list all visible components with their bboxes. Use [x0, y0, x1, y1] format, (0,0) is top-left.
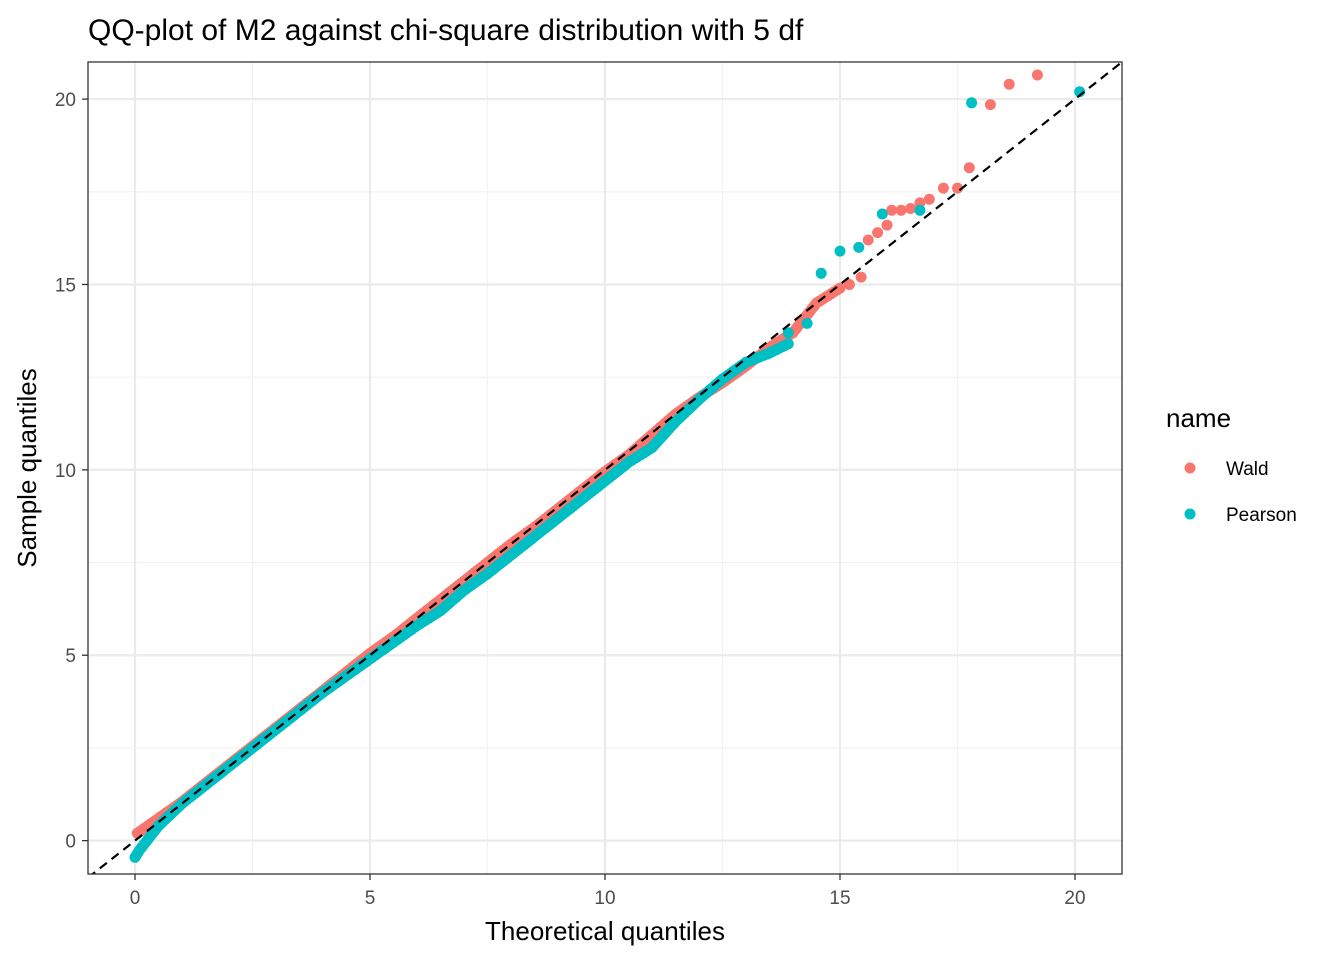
x-tick-label: 0 — [130, 888, 141, 909]
point-pearson — [876, 208, 888, 220]
point-pearson — [834, 245, 846, 257]
point-wald — [855, 271, 867, 283]
y-tick-label: 10 — [55, 461, 76, 482]
x-axis: 0 5 10 15 20 — [130, 874, 1086, 909]
point-wald — [984, 99, 996, 111]
point-wald — [923, 193, 935, 205]
legend-title: name — [1166, 403, 1231, 433]
point-wald — [1031, 69, 1043, 81]
point-wald — [872, 227, 884, 239]
point-wald — [862, 234, 874, 246]
point-wald — [905, 203, 916, 214]
point-wald — [886, 204, 898, 216]
point-pearson — [782, 338, 794, 350]
point-wald — [895, 204, 907, 216]
point-wald — [963, 162, 975, 174]
y-tick-label: 0 — [65, 832, 76, 853]
point-pearson — [801, 317, 813, 329]
y-tick-label: 20 — [55, 90, 76, 111]
point-wald — [881, 219, 893, 231]
y-axis-title: Sample quantiles — [12, 368, 42, 567]
point-pearson — [966, 97, 978, 109]
y-tick-label: 15 — [55, 275, 76, 296]
legend-key-pearson — [1184, 508, 1196, 520]
x-tick-label: 10 — [594, 888, 615, 909]
point-wald — [834, 282, 846, 294]
legend-key-wald — [1184, 462, 1196, 474]
chart-title: QQ-plot of M2 against chi-square distrib… — [88, 14, 804, 47]
legend: name Wald Pearson — [1166, 403, 1297, 526]
y-tick-label: 5 — [65, 646, 76, 667]
reference-line — [90, 62, 1122, 874]
point-pearson — [815, 267, 827, 279]
y-axis: 0 5 10 15 20 — [55, 90, 88, 853]
x-tick-label: 20 — [1064, 888, 1085, 909]
x-tick-label: 15 — [829, 888, 850, 909]
point-wald — [843, 279, 855, 290]
legend-label-pearson: Pearson — [1226, 505, 1297, 526]
legend-label-wald: Wald — [1226, 459, 1269, 480]
point-wald — [1003, 78, 1015, 90]
x-axis-title: Theoretical quantiles — [485, 916, 725, 946]
point-pearson — [853, 241, 865, 253]
x-tick-label: 5 — [365, 888, 376, 909]
point-pearson — [782, 327, 794, 339]
point-pearson — [914, 204, 926, 216]
point-wald — [937, 182, 949, 194]
